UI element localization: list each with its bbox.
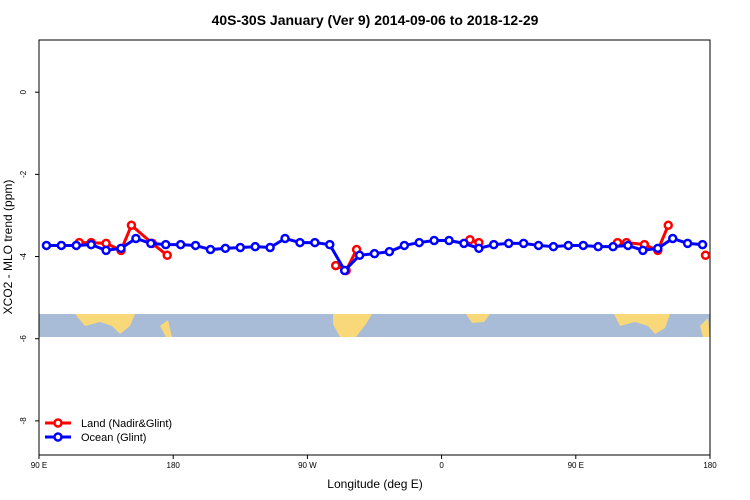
data-point xyxy=(280,233,290,244)
data-point xyxy=(310,237,320,248)
data-point xyxy=(578,240,589,251)
data-point xyxy=(593,241,603,252)
y-tick-label: 0 xyxy=(19,89,28,94)
x-axis-label: Longitude (deg E) xyxy=(327,477,422,491)
data-point xyxy=(190,240,201,251)
data-point xyxy=(126,220,137,231)
data-point xyxy=(330,260,341,271)
data-point xyxy=(399,240,410,251)
data-point xyxy=(131,233,141,244)
data-point xyxy=(518,238,529,249)
land-shape xyxy=(160,320,172,337)
data-point xyxy=(160,239,171,250)
map-strip xyxy=(39,314,710,337)
x-tick-label: 90 E xyxy=(31,461,47,470)
data-point xyxy=(608,241,618,252)
y-axis-label: XCO2 - MLO trend (ppm) xyxy=(1,180,15,315)
y-tick-label: -8 xyxy=(19,417,28,425)
land-shape xyxy=(333,314,372,337)
ocean-band xyxy=(39,314,710,337)
land-shape xyxy=(614,314,670,334)
data-point xyxy=(116,243,126,254)
plot-frame xyxy=(38,39,711,456)
data-point xyxy=(533,240,544,251)
data-point xyxy=(459,238,469,249)
data-point xyxy=(56,240,67,251)
data-point xyxy=(86,239,96,250)
data-point xyxy=(503,238,514,249)
x-tick-label: 180 xyxy=(167,461,181,470)
data-point xyxy=(205,244,216,255)
legend-marker xyxy=(53,432,63,442)
data-point xyxy=(220,243,231,254)
legend-marker xyxy=(53,418,63,428)
data-point xyxy=(354,250,365,261)
data-point xyxy=(700,250,711,261)
data-point xyxy=(295,237,305,248)
data-point xyxy=(697,239,708,250)
land-shape xyxy=(700,318,710,337)
x-tick-label: 90 W xyxy=(298,461,317,470)
data-point xyxy=(162,250,172,261)
data-point xyxy=(444,235,454,246)
data-point xyxy=(548,241,559,252)
data-point xyxy=(175,239,186,250)
data-point xyxy=(101,245,111,256)
land-shape xyxy=(466,314,490,323)
data-point xyxy=(667,233,678,244)
x-tick-label: 90 E xyxy=(568,461,584,470)
data-point xyxy=(474,243,484,254)
y-tick-label: -2 xyxy=(19,170,28,178)
data-point xyxy=(250,241,260,252)
data-point xyxy=(563,240,574,251)
data-point xyxy=(235,242,246,253)
data-point xyxy=(638,245,648,256)
data-point xyxy=(369,248,380,259)
land-shape xyxy=(75,314,135,334)
data-point xyxy=(384,246,395,257)
data-point xyxy=(339,265,350,276)
chart-title: 40S-30S January (Ver 9) 2014-09-06 to 20… xyxy=(212,12,539,28)
data-point xyxy=(325,239,335,250)
data-point xyxy=(623,240,633,251)
data-point xyxy=(429,235,439,246)
data-point xyxy=(71,240,82,251)
data-point xyxy=(682,238,693,249)
legend-label: Ocean (Glint) xyxy=(81,432,146,444)
data-point xyxy=(41,240,52,251)
legend-label: Land (Nadir&Glint) xyxy=(81,418,172,430)
x-tick-label: 180 xyxy=(703,461,717,470)
data-point xyxy=(653,243,663,254)
data-point xyxy=(265,242,275,253)
data-point xyxy=(489,239,499,250)
y-tick-label: -6 xyxy=(19,335,28,343)
x-tick-label: 0 xyxy=(439,461,444,470)
y-tick-label: -4 xyxy=(19,252,28,260)
data-point xyxy=(414,237,424,248)
data-point xyxy=(663,220,673,231)
data-point xyxy=(146,238,156,249)
